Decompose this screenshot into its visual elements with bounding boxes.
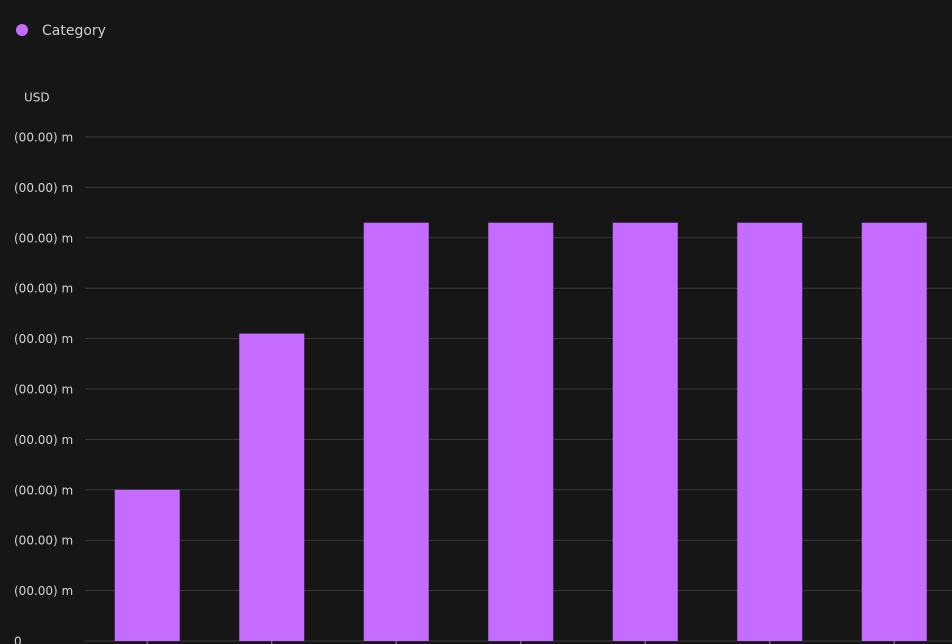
bar <box>239 333 305 641</box>
y-tick-label: (00.00) m <box>14 282 73 296</box>
y-tick-label: (00.00) m <box>14 584 73 598</box>
bar <box>737 222 803 641</box>
y-tick-label: (00.00) m <box>14 483 73 497</box>
y-tick-label: 0 <box>14 635 22 644</box>
legend-marker <box>16 24 28 36</box>
bar <box>861 222 927 641</box>
y-tick-label: (00.00) m <box>14 433 73 447</box>
bar <box>612 222 678 641</box>
y-tick-label: (00.00) m <box>14 131 73 145</box>
bar <box>114 489 180 641</box>
y-tick-label: (00.00) m <box>14 383 73 397</box>
legend-label: Category <box>42 23 106 39</box>
bar <box>488 222 554 641</box>
y-tick-label: (00.00) m <box>14 181 73 195</box>
y-axis-label: USD <box>24 91 50 105</box>
y-tick-label: (00.00) m <box>14 231 73 245</box>
y-tick-label: (00.00) m <box>14 332 73 346</box>
y-tick-label: (00.00) m <box>14 534 73 548</box>
bar <box>363 222 429 641</box>
